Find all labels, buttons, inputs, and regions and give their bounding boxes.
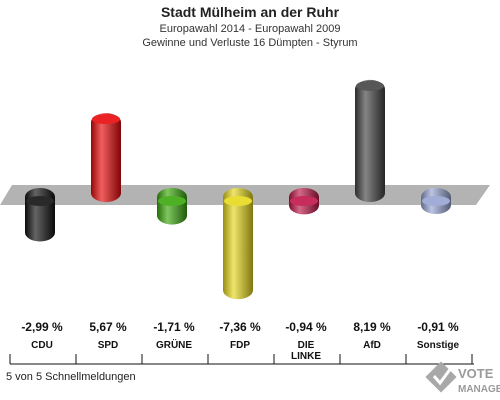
logo-text-vote: VOTE [458,366,494,381]
chart-title: Stadt Mülheim an der Ruhr [161,4,340,20]
bar-cap [158,196,186,206]
logo-text-manager: MANAGER [458,384,500,395]
value-label: -2,99 % [21,320,63,334]
bar-fdp [223,188,253,300]
category-label: CDU [31,340,53,351]
chart-subtitle-1: Europawahl 2014 - Europawahl 2009 [159,23,340,35]
category-label: Sonstige [417,340,460,351]
chart-subtitle-2: Gewinne und Verluste 16 Dümpten - Styrum [142,37,357,49]
value-label: -1,71 % [153,320,195,334]
bar-cap [224,196,252,206]
footer-text: 5 von 5 Schnellmeldungen [6,371,136,383]
category-label: FDP [230,340,250,351]
category-label: AfD [363,340,381,351]
category-label: SPD [98,340,119,351]
bar-cap [92,114,120,125]
value-label: 5,67 % [89,320,127,334]
bar-cap [356,80,384,91]
category-label: DIE [298,340,315,351]
value-label: -0,91 % [417,320,459,334]
value-label: -0,94 % [285,320,327,334]
logo: VOTE MANAGER [425,361,500,395]
bar-cap [422,196,450,206]
value-labels: -2,99 % 5,67 % -1,71 % -7,36 % -0,94 % 8,19 %… [21,320,459,334]
bar-gr-ne [157,188,187,225]
value-label: 8,19 % [353,320,391,334]
bar-cap [26,196,54,206]
category-label: GRÜNE [156,338,192,351]
bars [25,79,451,300]
value-label: -7,36 % [219,320,261,334]
bar-spd [91,113,121,202]
category-label: LINKE [291,351,321,362]
ballot-check-icon [425,361,457,393]
bar-afd [355,79,385,202]
bar-cap [290,196,318,206]
